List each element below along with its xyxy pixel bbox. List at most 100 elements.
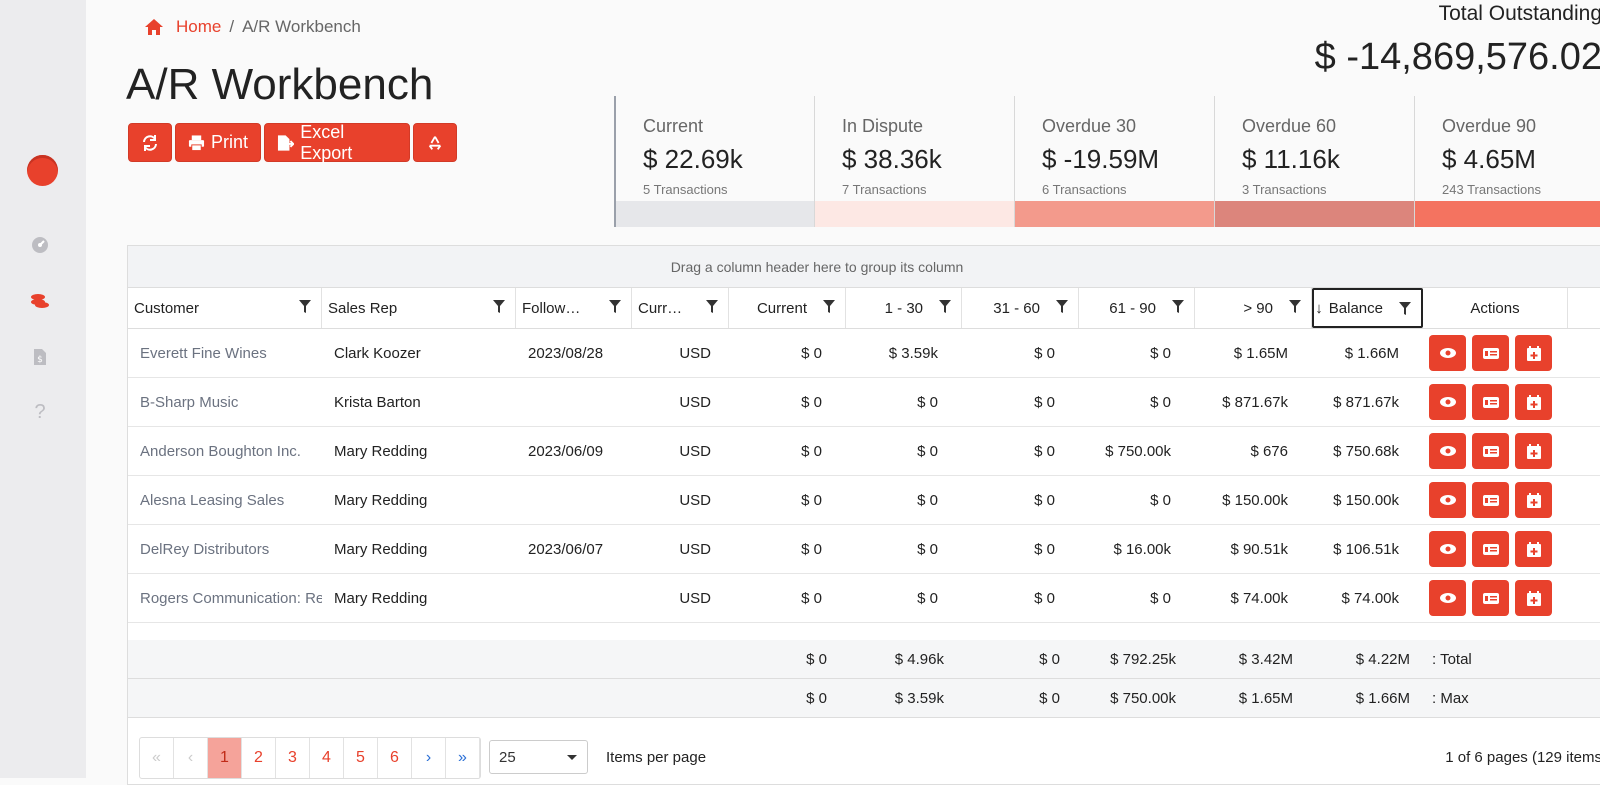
cell-customer[interactable]: Anderson Boughton Inc.: [140, 442, 301, 460]
view-button[interactable]: [1429, 531, 1466, 567]
page-2[interactable]: 2: [242, 738, 276, 778]
table-row[interactable]: Everett Fine Wines Clark Koozer 2023/08/28…: [128, 329, 1600, 378]
print-button[interactable]: Print: [175, 123, 261, 162]
column-header-61-90[interactable]: 61 - 90: [1079, 288, 1195, 328]
help-icon[interactable]: ?: [34, 400, 46, 423]
card-overdue-90[interactable]: Overdue 90 $ 4.65M 243 Transactions: [1414, 96, 1600, 227]
filter-icon[interactable]: [939, 300, 951, 314]
card-overdue-60[interactable]: Overdue 60 $ 11.16k 3 Transactions: [1214, 96, 1414, 227]
schedule-button[interactable]: [1515, 580, 1552, 616]
id-card-icon: [1482, 396, 1499, 408]
view-button[interactable]: [1429, 433, 1466, 469]
card-label: In Dispute: [842, 116, 924, 136]
cell-currency: USD: [679, 393, 711, 411]
table-row[interactable]: Anderson Boughton Inc. Mary Redding 2023/0…: [128, 427, 1600, 476]
cell-customer[interactable]: Alesna Leasing Sales: [140, 491, 285, 509]
pager: «‹ 1 2 3 4 5 6 ›»: [139, 737, 481, 779]
column-header-label: Curr…: [638, 299, 683, 317]
sort-desc-icon: ↓: [1315, 299, 1323, 317]
table-row[interactable]: Rogers Communication: Re Mary Redding USD $…: [128, 574, 1600, 623]
filter-icon[interactable]: [706, 300, 718, 314]
statement-button[interactable]: [1472, 433, 1509, 469]
app-logo[interactable]: [27, 155, 58, 186]
statement-button[interactable]: [1472, 384, 1509, 420]
statement-button[interactable]: [1472, 482, 1509, 518]
home-icon[interactable]: [144, 18, 164, 36]
filter-icon[interactable]: [1056, 300, 1068, 314]
recycle-button[interactable]: [413, 123, 457, 162]
page-4[interactable]: 4: [310, 738, 344, 778]
statement-button[interactable]: [1472, 335, 1509, 371]
filter-icon[interactable]: [299, 300, 311, 314]
filter-icon[interactable]: [609, 300, 621, 314]
view-button[interactable]: [1429, 335, 1466, 371]
invoice-icon[interactable]: $: [30, 347, 50, 367]
schedule-button[interactable]: [1515, 433, 1552, 469]
card-overdue-30[interactable]: Overdue 30 $ -19.59M 6 Transactions: [1014, 96, 1214, 227]
page-3[interactable]: 3: [276, 738, 310, 778]
schedule-button[interactable]: [1515, 531, 1552, 567]
coins-icon[interactable]: [30, 291, 50, 311]
card-current[interactable]: Current $ 22.69k 5 Transactions: [614, 96, 814, 227]
calendar-plus-icon: [1526, 541, 1541, 557]
table-row[interactable]: Alesna Leasing Sales Mary Redding USD $ 0 $ …: [128, 476, 1600, 525]
cell-1-30: $ 3.59k: [888, 344, 938, 362]
column-header-31-60[interactable]: 31 - 60: [962, 288, 1079, 328]
column-header-sales-rep[interactable]: Sales Rep: [322, 288, 516, 328]
view-button[interactable]: [1429, 580, 1466, 616]
filter-icon[interactable]: [1399, 302, 1411, 316]
statement-button[interactable]: [1472, 531, 1509, 567]
refresh-button[interactable]: [128, 123, 172, 162]
card-in-dispute[interactable]: In Dispute $ 38.36k 7 Transactions: [814, 96, 1014, 227]
filter-icon[interactable]: [493, 300, 505, 314]
column-header-over-90[interactable]: > 90: [1195, 288, 1312, 328]
filter-icon[interactable]: [823, 300, 835, 314]
filter-icon[interactable]: [1289, 300, 1301, 314]
first-page-icon[interactable]: «: [140, 738, 174, 778]
column-header-balance[interactable]: ↓ Balance: [1312, 288, 1423, 328]
view-button[interactable]: [1429, 384, 1466, 420]
cell-customer[interactable]: DelRey Distributors: [140, 540, 270, 558]
page-1[interactable]: 1: [208, 738, 242, 778]
schedule-button[interactable]: [1515, 384, 1552, 420]
id-card-icon: [1482, 445, 1499, 457]
table-row[interactable]: B-Sharp Music Krista Barton USD $ 0 $ 0 $ 0 $ …: [128, 378, 1600, 427]
last-page-icon[interactable]: »: [446, 738, 480, 778]
statement-button[interactable]: [1472, 580, 1509, 616]
page-6[interactable]: 6: [378, 738, 412, 778]
dashboard-icon[interactable]: [30, 235, 50, 255]
cell-61-90: $ 0: [1150, 491, 1171, 509]
column-header-currency[interactable]: Curr…: [632, 288, 729, 328]
column-header-label: Customer: [134, 299, 200, 317]
page-size-select[interactable]: 25: [489, 740, 588, 774]
next-page-icon[interactable]: ›: [412, 738, 446, 778]
card-bar: [616, 201, 814, 227]
table-row[interactable]: DelRey Distributors Mary Redding 2023/06/0…: [128, 525, 1600, 574]
eye-icon: [1439, 494, 1456, 505]
refresh-icon: [143, 134, 157, 151]
filter-icon[interactable]: [1172, 300, 1184, 314]
cell-customer[interactable]: Rogers Communication: Re: [140, 589, 322, 607]
schedule-button[interactable]: [1515, 482, 1552, 518]
card-value: $ 11.16k: [1242, 144, 1340, 174]
cell-balance: $ 106.51k: [1333, 540, 1399, 558]
column-header-current[interactable]: Current: [729, 288, 846, 328]
column-header-actions[interactable]: Actions: [1423, 288, 1568, 328]
prev-page-icon[interactable]: ‹: [174, 738, 208, 778]
breadcrumb-home[interactable]: Home: [176, 17, 222, 36]
cell-currency: USD: [679, 540, 711, 558]
column-header-follow-up[interactable]: Follow…: [516, 288, 632, 328]
cell-customer[interactable]: B-Sharp Music: [140, 393, 239, 411]
cell-customer[interactable]: Everett Fine Wines: [140, 344, 267, 362]
page-info: 1 of 6 pages (129 items: [1445, 749, 1600, 766]
view-button[interactable]: [1429, 482, 1466, 518]
column-header-customer[interactable]: Customer: [128, 288, 322, 328]
schedule-button[interactable]: [1515, 335, 1552, 371]
row-actions: [1423, 433, 1552, 469]
excel-export-button[interactable]: Excel Export: [264, 122, 410, 163]
cell-follow-up: 2023/06/09: [528, 442, 604, 460]
group-panel[interactable]: Drag a column header here to group its c…: [128, 246, 1600, 288]
column-header-1-30[interactable]: 1 - 30: [846, 288, 962, 328]
page-5[interactable]: 5: [344, 738, 378, 778]
cell-1-30: $ 0: [917, 540, 938, 558]
